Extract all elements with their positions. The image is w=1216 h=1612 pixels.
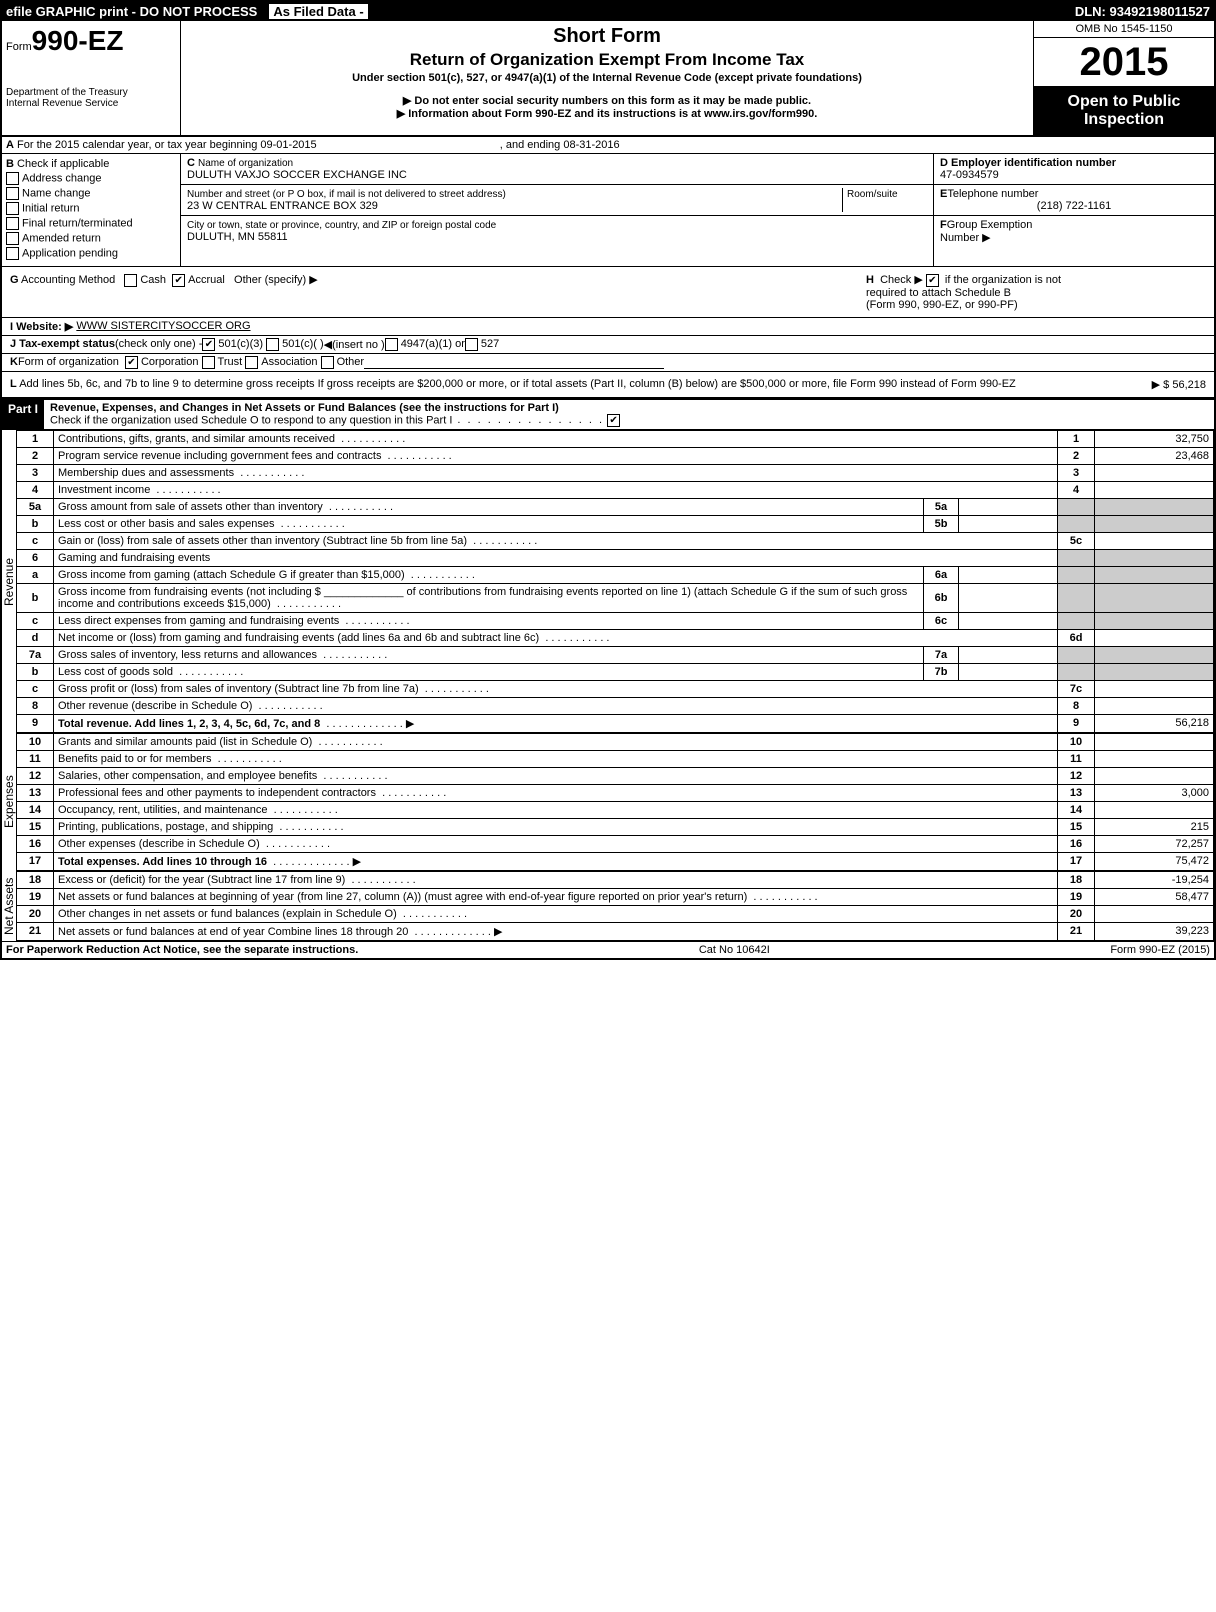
expenses-table: 10Grants and similar amounts paid (list … [16, 733, 1214, 871]
col-b: B Check if applicable Address changeName… [2, 154, 181, 266]
form-title: Return of Organization Exempt From Incom… [189, 50, 1025, 70]
form-number: 990-EZ [32, 25, 124, 56]
paperwork-notice: For Paperwork Reduction Act Notice, see … [6, 944, 358, 956]
form-subtitle: Under section 501(c), 527, or 4947(a)(1)… [189, 72, 1025, 84]
dln: DLN: 93492198011527 [1075, 4, 1210, 19]
org-city: DULUTH, MN 55811 [187, 231, 288, 243]
header-right: OMB No 1545-1150 2015 Open to Public Ins… [1034, 21, 1214, 135]
footer: For Paperwork Reduction Act Notice, see … [2, 941, 1214, 958]
cat-no: Cat No 10642I [699, 944, 770, 956]
accrual-checkbox[interactable]: ✔ [172, 274, 185, 287]
header-row: Form990-EZ Department of the Treasury In… [2, 21, 1214, 137]
arrow-2: ▶ Information about Form 990-EZ and its … [189, 107, 1025, 120]
irs: Internal Revenue Service [6, 98, 176, 109]
line-j: J Tax-exempt status(check only one) - ✔5… [2, 336, 1214, 354]
form-990ez: efile GRAPHIC print - DO NOT PROCESS As … [0, 0, 1216, 960]
dept-treasury: Department of the Treasury [6, 87, 176, 98]
telephone: (218) 722-1161 [940, 200, 1208, 212]
line-a: A For the 2015 calendar year, or tax yea… [2, 137, 1214, 154]
expenses-section: Expenses 10Grants and similar amounts pa… [2, 733, 1214, 871]
revenue-section: Revenue 1Contributions, gifts, grants, a… [2, 430, 1214, 733]
revenue-label: Revenue [2, 430, 16, 733]
col-de: D Employer identification number 47-0934… [934, 154, 1214, 266]
expenses-label: Expenses [2, 733, 16, 871]
top-bar: efile GRAPHIC print - DO NOT PROCESS As … [2, 2, 1214, 21]
netassets-label: Net Assets [2, 871, 16, 941]
info-block: B Check if applicable Address changeName… [2, 154, 1214, 267]
h-checkbox[interactable]: ✔ [926, 274, 939, 287]
gross-receipts: ▶ $ 56,218 [1086, 378, 1206, 391]
header-center: Short Form Return of Organization Exempt… [181, 21, 1034, 135]
part1-header: Part I Revenue, Expenses, and Changes in… [2, 398, 1214, 430]
form-ref: Form 990-EZ (2015) [1110, 944, 1210, 956]
ein: 47-0934579 [940, 169, 999, 181]
line-k: K Form of organization ✔Corporation Trus… [2, 354, 1214, 372]
form-prefix: Form [6, 41, 32, 53]
efile-text: efile GRAPHIC print - DO NOT PROCESS [6, 4, 257, 19]
org-name: DULUTH VAXJO SOCCER EXCHANGE INC [187, 169, 407, 181]
line-l: L Add lines 5b, 6c, and 7b to line 9 to … [2, 372, 1214, 398]
as-filed-pill: As Filed Data - [269, 4, 367, 19]
line-i: I Website: ▶ WWW SISTERCITYSOCCER ORG [2, 318, 1214, 336]
revenue-table: 1Contributions, gifts, grants, and simil… [16, 430, 1214, 733]
org-address: 23 W CENTRAL ENTRANCE BOX 329 [187, 200, 378, 212]
col-c: C Name of organization DULUTH VAXJO SOCC… [181, 154, 934, 266]
tax-year: 2015 [1034, 38, 1214, 87]
website: WWW SISTERCITYSOCCER ORG [76, 320, 250, 333]
cash-checkbox[interactable] [124, 274, 137, 287]
open-public: Open to Public Inspection [1034, 87, 1214, 135]
header-left: Form990-EZ Department of the Treasury In… [2, 21, 181, 135]
line-g-h: G Accounting Method Cash ✔Accrual Other … [2, 267, 1214, 318]
arrow-1: ▶ Do not enter social security numbers o… [189, 94, 1025, 107]
netassets-section: Net Assets 18Excess or (deficit) for the… [2, 871, 1214, 941]
omb-no: OMB No 1545-1150 [1034, 21, 1214, 38]
netassets-table: 18Excess or (deficit) for the year (Subt… [16, 871, 1214, 941]
short-form: Short Form [189, 25, 1025, 48]
